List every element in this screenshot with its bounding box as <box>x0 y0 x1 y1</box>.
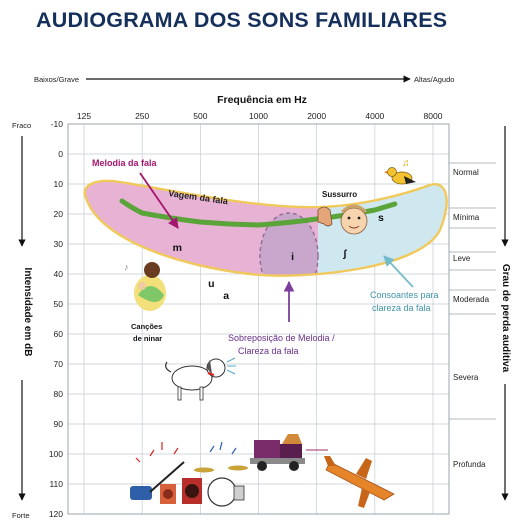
severity-label: Leve <box>453 254 471 263</box>
x-tick-label: 8000 <box>424 111 443 121</box>
chart-title: AUDIOGRAMA DOS SONS FAMILIARES <box>36 8 448 32</box>
severity-label: Mínima <box>453 213 480 222</box>
x-tick-label: 125 <box>77 111 91 121</box>
hearing-loss-degree-column: Normal Mínima Leve Moderada Severa Profunda <box>449 162 496 469</box>
svg-text:♪: ♪ <box>124 262 129 272</box>
airplane-icon <box>324 456 395 508</box>
x-tick-labels: 125 250 500 1000 2000 4000 8000 <box>77 111 443 121</box>
y-tick-label: 0 <box>58 149 63 159</box>
x-axis-title: Frequência em Hz <box>217 94 307 106</box>
y-tick-label: 100 <box>49 449 63 459</box>
x-tick-label: 2000 <box>307 111 326 121</box>
x-tick-label: 250 <box>135 111 149 121</box>
severity-label: Moderada <box>453 295 490 304</box>
consonant-arrow <box>383 255 414 288</box>
low-frequency-label: Baixos/Grave <box>34 75 79 84</box>
y-axis-title: Intensidade em dB <box>22 268 33 357</box>
y-tick-label: -10 <box>51 119 64 129</box>
weak-label: Fraco <box>12 121 31 130</box>
plot-frame <box>67 123 450 515</box>
y-tick-label: 110 <box>49 479 63 489</box>
severity-label: Profunda <box>453 460 486 469</box>
y-tick-label: 70 <box>54 359 64 369</box>
speech-sound-m: m <box>173 242 182 254</box>
y-tick-label: 120 <box>49 509 63 519</box>
dog-icon <box>165 357 236 401</box>
y-tick-label: 40 <box>54 269 64 279</box>
x-tick-label: 500 <box>193 111 207 121</box>
overlap-area <box>260 213 318 276</box>
overlap-outline <box>259 212 319 276</box>
speech-sound-a: a <box>223 290 229 302</box>
whisper-faces-icon <box>317 204 368 235</box>
y-tick-label: 60 <box>54 329 64 339</box>
strong-label: Forte <box>12 511 30 520</box>
melody-annotation: Melodia da fala <box>92 158 158 168</box>
svg-text:♫: ♫ <box>402 158 410 169</box>
y-tick-labels: -10 0 10 20 30 40 50 60 70 80 90 100 110 120 <box>49 119 63 519</box>
lullaby-icon: ♪ <box>124 262 166 311</box>
speech-sound-i: i <box>291 251 294 263</box>
x-tick-label: 1000 <box>249 111 268 121</box>
lullaby-label-line-1: Canções <box>131 322 162 331</box>
overlap-annotation-line-2: Clareza da fala <box>238 346 299 356</box>
speech-sound-s: s <box>378 212 384 224</box>
y-tick-label: 90 <box>54 419 64 429</box>
high-frequency-label: Altas/Agudo <box>414 75 454 84</box>
y-tick-label: 50 <box>54 299 64 309</box>
x-tick-label: 4000 <box>365 111 384 121</box>
speech-sound-ʃ: ʃ <box>342 248 347 260</box>
severity-label: Normal <box>453 168 479 177</box>
speech-banana-border <box>83 179 448 277</box>
consonant-annotation-line-1: Consoantes para <box>370 290 439 300</box>
y-tick-label: 20 <box>54 209 64 219</box>
consonant-annotation-line-2: clareza da fala <box>372 303 431 313</box>
speech-sound-u: u <box>208 278 214 290</box>
y-tick-label: 10 <box>54 179 64 189</box>
lullaby-label-line-2: de ninar <box>133 334 162 343</box>
music-band-icon <box>130 441 248 507</box>
y-tick-label: 30 <box>54 239 64 249</box>
right-axis-title: Grau de perda auditiva <box>500 264 511 373</box>
overlap-annotation-line-1: Sobreposição de Melodia / <box>228 333 335 343</box>
melody-arrow <box>139 172 179 229</box>
whisper-label: Sussurro <box>322 190 357 199</box>
speech-sounds: m ua i ʃ s <box>173 212 384 302</box>
severity-label: Severa <box>453 373 479 382</box>
bird-icon: ♫ <box>384 158 416 185</box>
y-tick-label: 80 <box>54 389 64 399</box>
truck-icon <box>250 434 328 471</box>
